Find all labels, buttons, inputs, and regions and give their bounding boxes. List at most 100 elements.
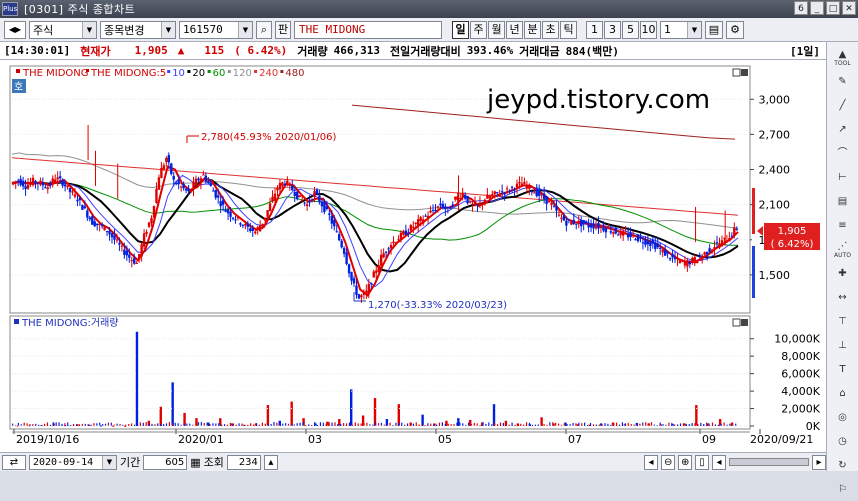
candle-body bbox=[362, 291, 366, 295]
candle-body bbox=[644, 239, 647, 245]
page-prev-icon[interactable]: ◂ bbox=[712, 454, 726, 470]
volume-minor-bar bbox=[78, 424, 80, 426]
ma60-line bbox=[11, 181, 738, 246]
candle-body bbox=[212, 190, 215, 192]
candle-body bbox=[49, 183, 52, 186]
nav-arrows-icon[interactable]: ◀▶ bbox=[4, 20, 26, 39]
volume-minor-bar bbox=[671, 423, 673, 426]
close-icon[interactable]: ✕ bbox=[842, 1, 856, 15]
period-badge[interactable]: [1일] bbox=[790, 44, 820, 58]
period-button-0[interactable]: 일 bbox=[452, 20, 469, 39]
sidebar-tool-16[interactable]: ◷ bbox=[838, 436, 847, 447]
chevron-down-icon[interactable]: ▼ bbox=[238, 21, 252, 38]
chevron-down-icon[interactable]: ▼ bbox=[687, 21, 701, 38]
sidebar-tool-15[interactable]: ◎ bbox=[838, 412, 847, 423]
mode-select[interactable]: 종목변경 ▼ bbox=[100, 20, 176, 39]
lookup-input[interactable]: 234 bbox=[226, 454, 261, 470]
stock-code-input[interactable]: 161570 ▼ bbox=[179, 20, 253, 39]
period-button-3[interactable]: 년 bbox=[506, 20, 523, 39]
period-button-1[interactable]: 주 bbox=[470, 20, 487, 39]
candle-body bbox=[424, 215, 427, 217]
sidebar-tool-7[interactable]: ≡ bbox=[838, 220, 847, 231]
candle-body bbox=[128, 254, 131, 258]
date-select[interactable]: 2020-09-14 ▼ bbox=[29, 454, 117, 470]
candle-body bbox=[83, 206, 87, 209]
volume-minor-bar bbox=[279, 424, 281, 426]
sidebar-tool-8[interactable]: ⋰ AUTO bbox=[834, 241, 851, 260]
zoom-out-icon[interactable]: ⊕ bbox=[678, 454, 692, 470]
gear-icon[interactable]: ⚙ bbox=[726, 20, 744, 39]
interval-button-3[interactable]: 3 bbox=[604, 20, 621, 39]
candle-body bbox=[691, 257, 694, 263]
volume-minor-bar bbox=[668, 422, 670, 426]
interval-button-10[interactable]: 10 bbox=[640, 20, 657, 39]
period-button-5[interactable]: 초 bbox=[542, 20, 559, 39]
candle-body bbox=[133, 258, 136, 264]
volume-minor-bar bbox=[485, 423, 487, 426]
sidebar-tool-18[interactable]: ⚐ bbox=[838, 484, 847, 495]
chevron-down-icon[interactable]: ▼ bbox=[82, 21, 96, 38]
pan-button[interactable]: 판 bbox=[275, 20, 291, 39]
horizontal-scrollbar[interactable] bbox=[729, 458, 809, 466]
sidebar-tool-2[interactable]: ╱ bbox=[839, 100, 846, 111]
sidebar-tool-3[interactable]: ↗ bbox=[838, 124, 847, 135]
candle-body bbox=[172, 175, 175, 180]
candle-body bbox=[303, 202, 306, 204]
fit-icon[interactable]: ▯ bbox=[695, 454, 709, 470]
volume-minor-bar bbox=[616, 422, 618, 426]
scroll-left-icon[interactable]: ◂ bbox=[644, 454, 658, 470]
maximize-icon[interactable]: □ bbox=[826, 1, 840, 15]
candle-body bbox=[409, 225, 413, 231]
legend-swatch bbox=[280, 70, 284, 73]
scroll-arrows-icon[interactable]: ⇄ bbox=[2, 454, 26, 470]
sidebar-tool-0[interactable]: ▲ TOOL bbox=[834, 49, 851, 68]
quote-time: [14:30:01] bbox=[4, 44, 71, 57]
volume-minor-bar bbox=[406, 423, 409, 426]
volume-minor-bar bbox=[177, 423, 179, 426]
sidebar-tool-1[interactable]: ✎ bbox=[838, 76, 847, 87]
period-button-2[interactable]: 월 bbox=[488, 20, 505, 39]
sidebar-tool-5[interactable]: ⊢ bbox=[838, 172, 847, 183]
volume-minor-bar bbox=[639, 423, 641, 426]
sidebar-tool-13[interactable]: T bbox=[839, 364, 846, 375]
sidebar-tool-4[interactable]: ⌒ bbox=[837, 148, 848, 159]
legend-swatch bbox=[167, 70, 171, 73]
period-input[interactable]: 605 bbox=[143, 454, 188, 470]
stock-name-field[interactable]: THE MIDONG bbox=[294, 20, 442, 39]
candle-body bbox=[705, 251, 709, 255]
search-icon[interactable]: ⌕ bbox=[256, 20, 272, 39]
interval-button-5[interactable]: 5 bbox=[622, 20, 639, 39]
volume-panel-frame bbox=[9, 315, 751, 430]
window-index-badge[interactable]: 6 bbox=[794, 1, 808, 15]
sidebar-tool-6[interactable]: ▤ bbox=[837, 196, 848, 207]
calendar-icon[interactable]: ▦ bbox=[190, 455, 201, 469]
sidebar-tool-14[interactable]: ⌂ bbox=[839, 388, 846, 399]
sidebar-tool-12[interactable]: ⊥ bbox=[838, 340, 847, 351]
candle-body bbox=[54, 179, 57, 183]
market-select[interactable]: 주식 ▼ bbox=[29, 20, 97, 39]
chevron-down-icon[interactable]: ▼ bbox=[102, 455, 116, 469]
candle-body bbox=[19, 178, 22, 185]
interval-select[interactable]: 1 ▼ bbox=[660, 20, 702, 39]
candle-body bbox=[397, 239, 400, 241]
interval-button-1[interactable]: 1 bbox=[586, 20, 603, 39]
candle-body bbox=[16, 180, 20, 182]
page-next-icon[interactable]: ▸ bbox=[812, 454, 826, 470]
sidebar-tool-17[interactable]: ↻ bbox=[838, 460, 847, 471]
candle-body bbox=[328, 213, 331, 215]
sidebar-tool-10[interactable]: ↔ bbox=[838, 292, 847, 303]
zoom-in-icon[interactable]: ⊖ bbox=[661, 454, 675, 470]
volume-minor-bar bbox=[662, 424, 664, 426]
minimize-icon[interactable]: _ bbox=[810, 1, 824, 15]
candle-body bbox=[71, 191, 74, 193]
period-button-4[interactable]: 분 bbox=[524, 20, 541, 39]
chevron-down-icon[interactable]: ▼ bbox=[161, 21, 175, 38]
candle-body bbox=[214, 190, 217, 198]
save-icon[interactable]: ▤ bbox=[705, 20, 723, 39]
period-button-6[interactable]: 틱 bbox=[560, 20, 577, 39]
sidebar-tool-11[interactable]: ⊤ bbox=[838, 316, 847, 327]
stepper-icon[interactable]: ▴ bbox=[263, 454, 278, 470]
sidebar-tool-9[interactable]: ✚ bbox=[838, 268, 847, 279]
